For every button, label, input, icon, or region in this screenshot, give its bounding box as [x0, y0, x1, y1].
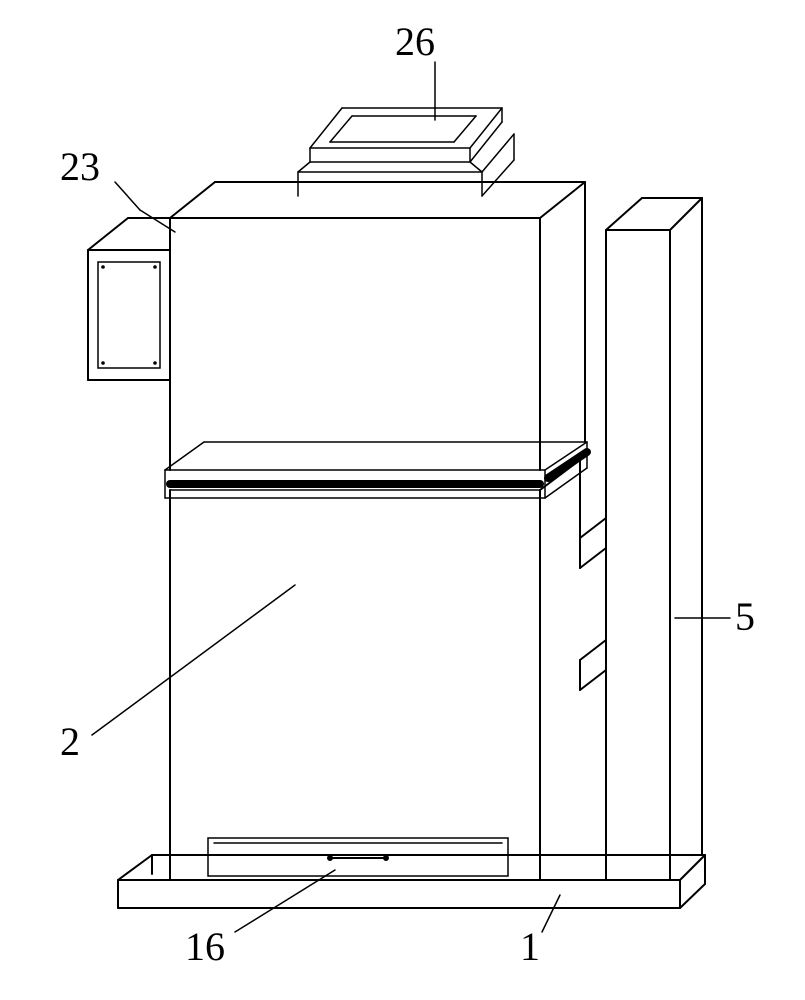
geometry-group: [88, 62, 730, 932]
callout-26: 26: [395, 19, 435, 64]
callout-23: 23: [60, 144, 100, 189]
diagram-svg: 26 23 2 5 16 1: [0, 0, 805, 1000]
upper-slant_tl: [170, 182, 215, 218]
pillar-inner_notch2_bot: [580, 670, 606, 690]
pillar-inner_notch2_top: [580, 640, 606, 660]
leader-23a: [115, 182, 140, 210]
pillar-slant_tr: [670, 198, 702, 230]
base-right_slant_b: [680, 884, 705, 908]
callout-2: 2: [60, 719, 80, 764]
pillar-inner_notch1_bot: [580, 548, 606, 568]
hatch-skirt_fr: [470, 162, 482, 172]
upper-slant_tr: [540, 182, 585, 218]
callout-5: 5: [735, 594, 755, 639]
callout-1: 1: [520, 924, 540, 969]
callout-16: 16: [185, 924, 225, 969]
leader-2: [92, 585, 295, 735]
pillar-inner_notch1_top: [580, 518, 606, 538]
hatch-inner_right: [454, 116, 476, 142]
pillar-slant_tl: [606, 198, 642, 230]
hatch-skirt_fl: [298, 162, 310, 172]
base-left_slant_t: [118, 855, 152, 880]
leader-1: [542, 895, 560, 932]
base-right_slant_t: [680, 855, 705, 880]
sidebox-panel: [98, 262, 160, 368]
